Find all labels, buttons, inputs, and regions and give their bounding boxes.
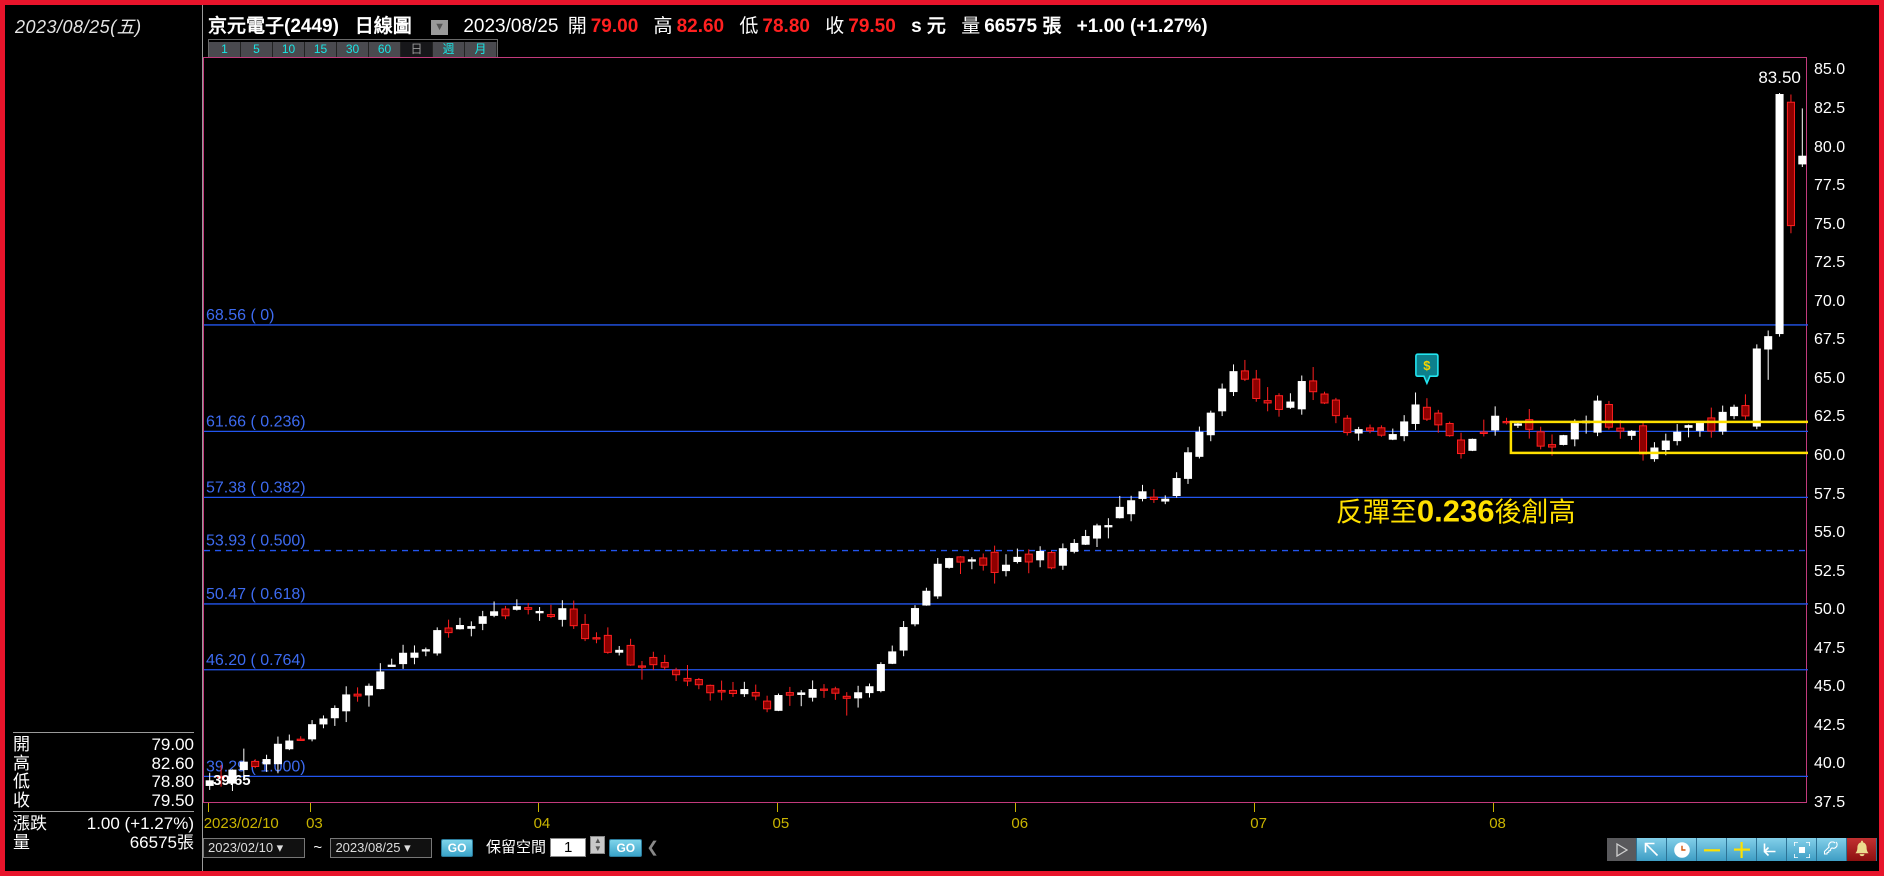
svg-text:53.93 ( 0.500): 53.93 ( 0.500) <box>206 533 306 550</box>
svg-text:83.50: 83.50 <box>1758 68 1801 87</box>
svg-text:39.65: 39.65 <box>213 772 251 789</box>
svg-text:50.47 ( 0.618): 50.47 ( 0.618) <box>206 586 306 603</box>
svg-text:68.56 ( 0): 68.56 ( 0) <box>206 307 274 324</box>
svg-text:61.66 ( 0.236): 61.66 ( 0.236) <box>206 413 306 430</box>
svg-text:46.20 ( 0.764): 46.20 ( 0.764) <box>206 652 306 669</box>
svg-text:57.38 ( 0.382): 57.38 ( 0.382) <box>206 479 306 496</box>
svg-text:$: $ <box>1423 358 1431 373</box>
svg-text:反彈至0.236後創高: 反彈至0.236後創高 <box>1336 494 1576 529</box>
